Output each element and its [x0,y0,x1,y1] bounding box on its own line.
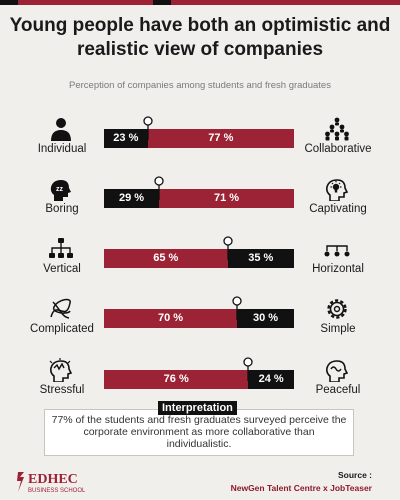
split-marker [153,176,165,200]
right-label: Collaborative [304,143,372,155]
edhec-logo: EDHEC BUSINESS SCHOOL [17,472,86,494]
stacked-bar: 65 % 35 % [104,236,294,268]
chart-row: Individual Collaborative 23 % 77 % [0,116,400,177]
chart-row: Vertical Horizontal 65 % 35 % [0,236,400,297]
split-marker [242,357,254,381]
stacked-bar: 70 % 30 % [104,296,294,328]
right-label: Peaceful [315,384,361,396]
left-label: Complicated [30,323,94,335]
bar-segment-right: 35 % [227,249,294,268]
split-marker [231,296,243,320]
stacked-bar: 29 % 71 % [104,176,294,208]
bar-segment-right: 30 % [237,309,294,328]
chart-title: Young people have both an optimistic and… [9,15,391,60]
chart-row: Complicated Simple 70 % 30 % [0,296,400,357]
bar-segment-right: 77 % [147,129,294,148]
person-icon [48,117,74,141]
bar-segment-right: 24 % [248,370,294,389]
sleeping-head-icon: zz [48,177,74,201]
stacked-bar: 76 % 24 % [104,357,294,389]
lightbulb-head-icon [324,177,350,202]
chart-row: zz Boring Captivating 29 % 71 % [0,176,400,237]
group-icon [324,117,350,141]
left-label: Individual [37,143,87,155]
tangled-icon [48,297,74,321]
bar-segment-left: 29 % [104,189,160,208]
chart-subtitle: Perception of companies among students a… [69,80,331,91]
calm-head-icon [324,358,350,383]
split-marker [142,116,154,140]
stacked-bar: 23 % 77 % [104,116,294,148]
bar-segment-right: 71 % [159,189,294,208]
svg-text:BUSINESS SCHOOL: BUSINESS SCHOOL [28,488,86,494]
split-marker [222,236,234,260]
bar-segment-left: 65 % [104,249,228,268]
stressed-head-icon [48,358,74,383]
left-label: Boring [45,203,79,215]
flat-network-icon [324,237,350,261]
bar-segment-left: 76 % [104,370,249,389]
bar-segment-left: 23 % [104,129,148,148]
top-accent-bar [0,0,400,5]
right-label: Simple [320,323,356,335]
right-label: Horizontal [312,263,364,275]
source-label: Source : [337,470,372,480]
hierarchy-icon [48,237,74,261]
right-label: Captivating [309,203,367,215]
gear-icon [324,297,350,321]
bar-segment-left: 70 % [104,309,237,328]
chart-row: Stressful Peaceful 76 % 24 % [0,357,400,418]
source-text: NewGen Talent Centre x JobTeaser [230,483,372,493]
svg-text:EDHEC: EDHEC [28,472,78,487]
svg-text:zz: zz [56,186,64,193]
interpretation-text: 77% of the students and fresh graduates … [51,414,347,450]
left-label: Vertical [43,263,81,275]
left-label: Stressful [39,384,85,396]
interpretation-label: Interpretation [158,401,237,415]
